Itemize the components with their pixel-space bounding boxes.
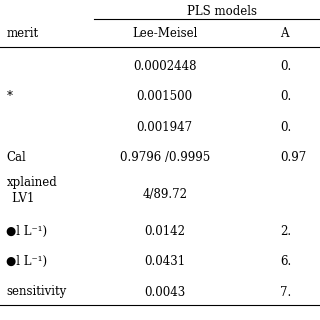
Text: 0.: 0. — [280, 60, 291, 73]
Text: merit: merit — [6, 27, 38, 40]
Text: 0.: 0. — [280, 121, 291, 134]
Text: sensitivity: sensitivity — [6, 285, 67, 299]
Text: 7.: 7. — [280, 285, 291, 299]
Text: 0.0043: 0.0043 — [144, 285, 185, 299]
Text: ●l L⁻¹): ●l L⁻¹) — [6, 225, 48, 238]
Text: 0.0431: 0.0431 — [144, 255, 185, 268]
Text: 2.: 2. — [280, 225, 291, 238]
Text: 0.0142: 0.0142 — [144, 225, 185, 238]
Text: 0.: 0. — [280, 90, 291, 103]
Text: Lee-Meisel: Lee-Meisel — [132, 27, 197, 40]
Text: A: A — [280, 27, 289, 40]
Text: xplained
  LV1: xplained LV1 — [6, 176, 57, 205]
Text: 0.97: 0.97 — [280, 151, 306, 164]
Text: 4/89.72: 4/89.72 — [142, 188, 187, 201]
Text: ●l L⁻¹): ●l L⁻¹) — [6, 255, 48, 268]
Text: 6.: 6. — [280, 255, 291, 268]
Text: 0.0002448: 0.0002448 — [133, 60, 196, 73]
Text: 0.001947: 0.001947 — [137, 121, 193, 134]
Text: 0.9796 /0.9995: 0.9796 /0.9995 — [120, 151, 210, 164]
Text: PLS models: PLS models — [188, 5, 257, 18]
Text: Cal: Cal — [6, 151, 26, 164]
Text: 0.001500: 0.001500 — [137, 90, 193, 103]
Text: *: * — [6, 90, 12, 103]
